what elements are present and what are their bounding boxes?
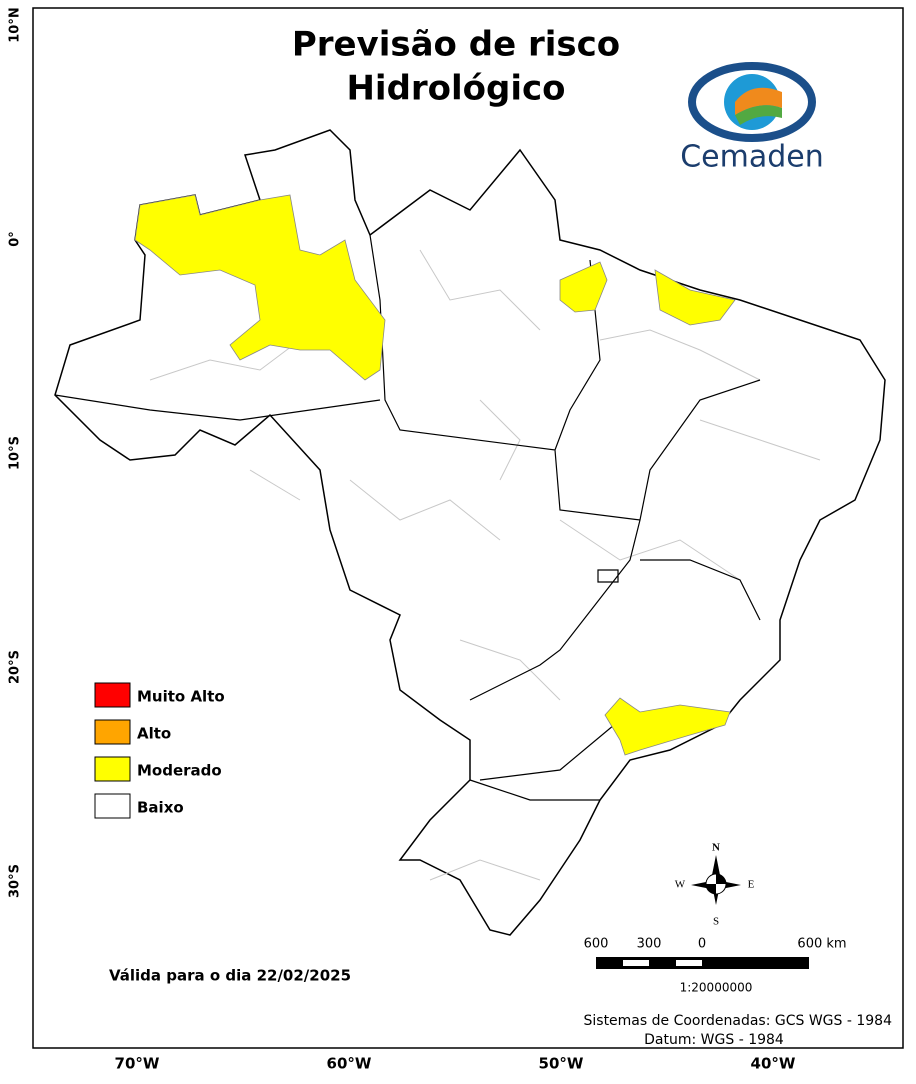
scale-label: 0 — [698, 937, 706, 952]
state-borders — [54, 234, 761, 801]
title-line: Previsão de risco — [292, 25, 620, 65]
logo: Cemaden — [680, 62, 824, 175]
legend-swatch — [94, 793, 131, 819]
longitude-label: 50°W — [539, 1055, 584, 1073]
legend: Muito Alto Alto Moderado Baixo — [94, 682, 225, 819]
latitude-label: 30°S — [8, 864, 23, 898]
compass-label: N — [712, 842, 720, 854]
graticule-labels: 10°N 0° 10°S 20°S 30°S 70°W 60°W 50°W 40°W — [8, 7, 796, 1072]
scale-label: 300 — [637, 937, 662, 952]
title-line: Hidrológico — [346, 69, 565, 109]
latitude-label: 20°S — [8, 650, 23, 684]
longitude-label: 60°W — [327, 1055, 372, 1073]
logo-text: Cemaden — [680, 140, 824, 175]
latitude-label: 10°N — [8, 7, 23, 42]
scale-bar: 600 300 0 600 km 1:20000000 — [584, 937, 847, 995]
longitude-label: 70°W — [115, 1055, 160, 1073]
credit-line: Sistemas de Coordenadas: GCS WGS - 1984 — [584, 1013, 893, 1029]
latitude-label: 10°S — [8, 436, 23, 470]
risk-areas — [134, 194, 736, 756]
municipal-borders — [149, 249, 821, 881]
compass-label: S — [713, 916, 719, 928]
latitude-label: 0° — [8, 231, 23, 247]
moderate-area — [604, 697, 731, 756]
compass-label: W — [675, 879, 686, 891]
moderate-area — [654, 269, 736, 326]
credit-line: Datum: WGS - 1984 — [644, 1032, 784, 1048]
legend-swatch — [94, 682, 131, 708]
scale-label: 600 — [584, 937, 609, 952]
legend-swatch — [94, 756, 131, 782]
scale-ratio: 1:20000000 — [680, 981, 753, 995]
legend-label: Alto — [137, 725, 171, 743]
legend-label: Baixo — [137, 799, 184, 817]
validity-date: Válida para o dia 22/02/2025 — [109, 967, 351, 985]
longitude-label: 40°W — [751, 1055, 796, 1073]
scale-label: 600 km — [797, 937, 846, 952]
legend-label: Muito Alto — [137, 688, 225, 706]
moderate-area — [134, 194, 386, 381]
compass: N S E W — [675, 842, 755, 928]
legend-swatch — [94, 719, 131, 745]
moderate-area — [559, 261, 608, 313]
legend-label: Moderado — [137, 762, 222, 780]
compass-label: E — [748, 879, 755, 891]
